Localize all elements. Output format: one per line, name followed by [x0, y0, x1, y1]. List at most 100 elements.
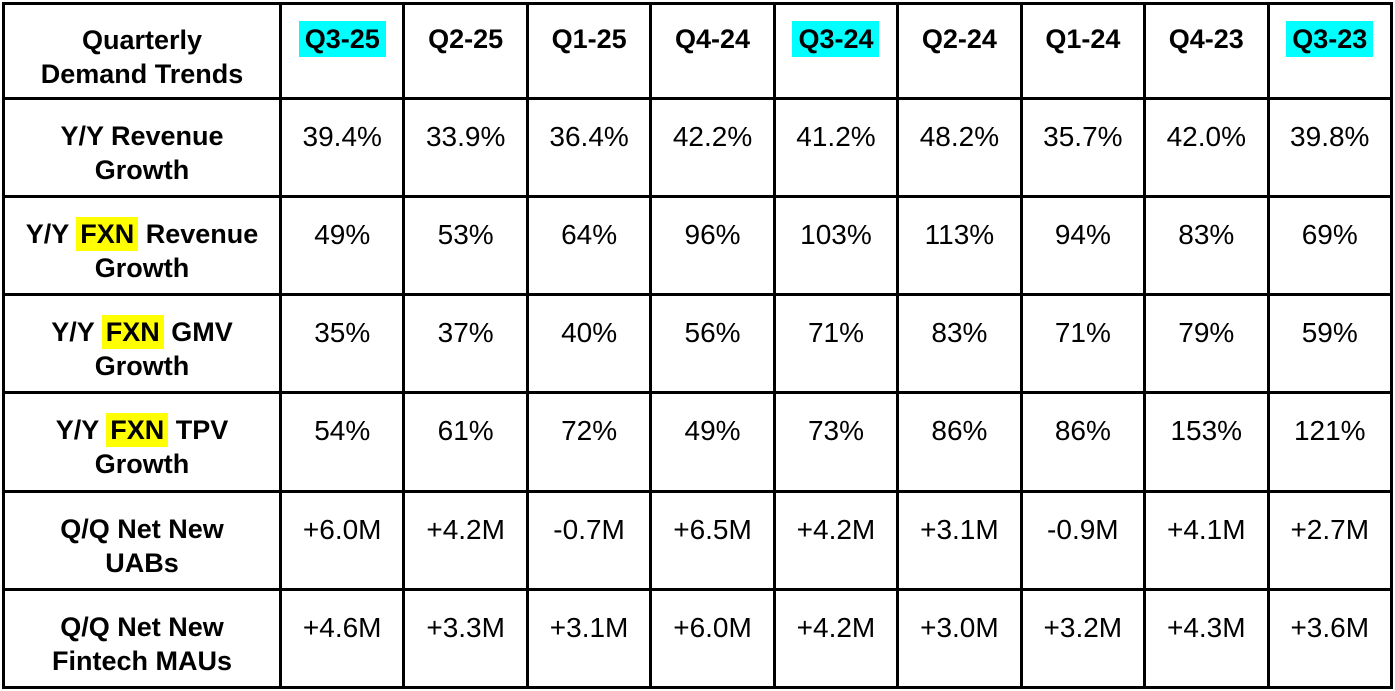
quarter-label: Q2-24 — [921, 24, 997, 54]
value-cell: 121% — [1266, 391, 1393, 493]
metric-label-yy-fxn-gmv-growth: Y/Y FXN GMV Growth — [2, 293, 282, 395]
value-cell: 113% — [896, 195, 1023, 297]
value-cell: 94% — [1019, 195, 1147, 297]
value-cell: 69% — [1266, 195, 1393, 297]
quarter-highlight: Q3-24 — [792, 21, 880, 57]
value-cell: 71% — [1019, 293, 1147, 395]
value-cell: 53% — [402, 195, 529, 297]
value-cell: 41.2% — [772, 96, 900, 199]
value-cell: +4.2M — [772, 587, 900, 690]
value-cell: 40% — [525, 293, 653, 395]
value-cell: +4.2M — [402, 489, 529, 591]
value-cell: +4.3M — [1143, 587, 1270, 690]
quarter-label: Q1-25 — [551, 24, 627, 54]
metric-label-pre: Y/Y — [55, 415, 99, 446]
value-cell: 86% — [1019, 391, 1147, 493]
metric-label-yy-revenue-growth: Y/Y Revenue Growth — [2, 96, 282, 199]
value-cell: +6.5M — [649, 489, 776, 591]
table-row-yy-fxn-revenue-growth: Y/Y FXN Revenue Growth 49% 53% 64% 96% 1… — [2, 195, 1393, 297]
metric-label-pre: Y/Y — [25, 219, 69, 250]
value-cell: 36.4% — [525, 96, 653, 199]
value-cell: 39.8% — [1266, 96, 1393, 199]
column-header-q4-23: Q4-23 — [1143, 2, 1270, 100]
metric-label-line2: Growth — [94, 449, 190, 480]
metric-label-pre: Y/Y — [51, 317, 95, 348]
value-cell: 33.9% — [402, 96, 529, 199]
value-cell: +6.0M — [278, 489, 406, 591]
value-cell: 83% — [1143, 195, 1270, 297]
value-cell: 61% — [402, 391, 529, 493]
quarter-highlight: Q3-25 — [298, 21, 386, 57]
table-row-yy-revenue-growth: Y/Y Revenue Growth 39.4% 33.9% 36.4% 42.… — [2, 96, 1393, 199]
column-header-q3-24: Q3-24 — [772, 2, 900, 100]
value-cell: +4.2M — [772, 489, 900, 591]
metric-label-line2: Fintech MAUs — [51, 645, 232, 676]
value-cell: +3.3M — [402, 587, 529, 690]
value-cell: +4.6M — [278, 587, 406, 690]
quarter-label: Q2-25 — [428, 24, 504, 54]
value-cell: +2.7M — [1266, 489, 1393, 591]
metric-label-yy-fxn-tpv-growth: Y/Y FXN TPV Growth — [2, 391, 282, 493]
fxn-highlight: FXN — [101, 315, 164, 350]
value-cell: 35% — [278, 293, 406, 395]
value-cell: 72% — [525, 391, 653, 493]
value-cell: 49% — [649, 391, 776, 493]
value-cell: +3.6M — [1266, 587, 1393, 690]
column-header-q2-25: Q2-25 — [402, 2, 529, 100]
value-cell: 153% — [1143, 391, 1270, 493]
value-cell: 56% — [649, 293, 776, 395]
quarter-highlight: Q3-23 — [1286, 21, 1374, 57]
column-header-q1-24: Q1-24 — [1019, 2, 1147, 100]
metric-label-line1: Y/Y Revenue — [60, 121, 224, 151]
value-cell: 42.0% — [1143, 96, 1270, 199]
value-cell: 71% — [772, 293, 900, 395]
table-row-yy-fxn-tpv-growth: Y/Y FXN TPV Growth 54% 61% 72% 49% 73% 8… — [2, 391, 1393, 493]
column-header-q2-24: Q2-24 — [896, 2, 1023, 100]
metric-label-yy-fxn-revenue-growth: Y/Y FXN Revenue Growth — [2, 195, 282, 297]
value-cell: 35.7% — [1019, 96, 1147, 199]
value-cell: -0.9M — [1019, 489, 1147, 591]
metric-label-qq-net-new-fintech-maus: Q/Q Net New Fintech MAUs — [2, 587, 282, 690]
fxn-highlight: FXN — [76, 217, 139, 252]
metric-label-line1: Q/Q Net New — [60, 611, 224, 642]
value-cell: -0.7M — [525, 489, 653, 591]
value-cell: 48.2% — [896, 96, 1023, 199]
value-cell: +3.0M — [896, 587, 1023, 690]
value-cell: 86% — [896, 391, 1023, 493]
metric-label-line2: UABs — [105, 547, 179, 578]
value-cell: +3.1M — [896, 489, 1023, 591]
value-cell: +6.0M — [649, 587, 776, 690]
column-header-q4-24: Q4-24 — [649, 2, 776, 100]
value-cell: 83% — [896, 293, 1023, 395]
metric-label-line2: Growth — [94, 351, 190, 382]
table-row-qq-net-new-uabs: Q/Q Net New UABs +6.0M +4.2M -0.7M +6.5M… — [2, 489, 1393, 591]
value-cell: 49% — [278, 195, 406, 297]
value-cell: 96% — [649, 195, 776, 297]
quarter-label: Q4-24 — [675, 24, 751, 54]
value-cell: +4.1M — [1143, 489, 1270, 591]
value-cell: 79% — [1143, 293, 1270, 395]
metric-label-line1: Q/Q Net New — [60, 513, 224, 544]
header-row: Quarterly Demand Trends Q3-25 Q2-25 Q1-2… — [2, 2, 1393, 100]
quarter-label: Q4-23 — [1168, 24, 1244, 54]
table-title-line1: Quarterly — [81, 25, 203, 55]
table-title: Quarterly Demand Trends — [2, 2, 282, 100]
table-row-qq-net-new-fintech-maus: Q/Q Net New Fintech MAUs +4.6M +3.3M +3.… — [2, 587, 1393, 690]
value-cell: 73% — [772, 391, 900, 493]
quarter-label: Q1-24 — [1045, 24, 1121, 54]
metric-label-line2: Growth — [94, 253, 190, 284]
metric-label-post: Revenue — [145, 219, 259, 250]
column-header-q3-23: Q3-23 — [1266, 2, 1393, 100]
value-cell: +3.1M — [525, 587, 653, 690]
column-header-q1-25: Q1-25 — [525, 2, 653, 100]
metric-label-post: TPV — [175, 415, 229, 446]
metric-label-post: GMV — [171, 317, 233, 348]
column-header-q3-25: Q3-25 — [278, 2, 406, 100]
value-cell: 103% — [772, 195, 900, 297]
value-cell: 54% — [278, 391, 406, 493]
value-cell: 37% — [402, 293, 529, 395]
fxn-highlight: FXN — [106, 413, 169, 448]
value-cell: +3.2M — [1019, 587, 1147, 690]
